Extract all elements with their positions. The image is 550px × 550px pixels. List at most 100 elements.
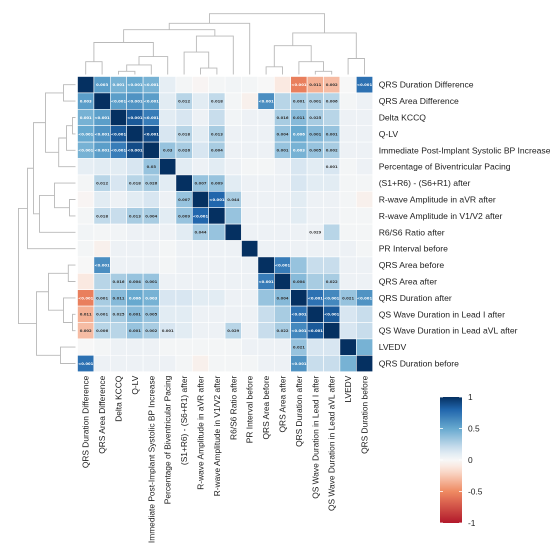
- row-label: LVEDV: [379, 342, 407, 352]
- p-value-label: <0.001: [357, 295, 373, 300]
- heatmap-cell: [273, 207, 291, 225]
- dendrogram-branch: [85, 61, 103, 75]
- heatmap-cell: [192, 125, 210, 143]
- p-value-label: 0.018: [96, 213, 108, 218]
- p-value-label: <0.001: [94, 148, 110, 153]
- heatmap-cell: [241, 354, 259, 372]
- heatmap-cell: [273, 76, 291, 94]
- heatmap-cell: [208, 289, 226, 307]
- p-value-label: 0.001: [293, 99, 305, 104]
- heatmap-cell: [257, 125, 275, 143]
- heatmap-cell: [355, 109, 373, 127]
- heatmap-cell: [93, 240, 111, 258]
- dendrogram-branch: [58, 137, 76, 168]
- column-label: R-wave Amplitude in aVR after: [196, 375, 206, 489]
- row-label: R6/S6 Ratio after: [379, 227, 445, 237]
- heatmap-cell: [241, 272, 259, 290]
- p-value-label: 0.009: [211, 181, 223, 186]
- p-value-label: 0.003: [145, 295, 157, 300]
- p-value-label: <0.001: [357, 82, 373, 87]
- heatmap-cell: [257, 174, 275, 192]
- heatmap-cell: [77, 207, 95, 225]
- p-value-label: 0.025: [112, 312, 124, 317]
- heatmap-cell: [159, 174, 177, 192]
- column-label: QRS Area after: [278, 375, 288, 432]
- heatmap-cell: [323, 256, 341, 274]
- heatmap-cell: [93, 158, 111, 176]
- heatmap-cell: [224, 158, 242, 176]
- p-value-label: <0.001: [111, 148, 127, 153]
- heatmap-cell: [323, 109, 341, 127]
- heatmap-cell: [93, 272, 111, 290]
- heatmap-cell: [339, 191, 357, 209]
- heatmap-cell: [306, 207, 324, 225]
- heatmap-cell: [159, 92, 177, 110]
- heatmap-cell: [126, 240, 144, 258]
- heatmap-cell: [208, 223, 226, 241]
- heatmap-cell: [159, 109, 177, 127]
- heatmap-cell: [355, 354, 373, 372]
- p-value-label: 0.011: [309, 82, 321, 87]
- heatmap-cell: [159, 223, 177, 241]
- top-dendrogram: [85, 13, 365, 75]
- column-label: QRS Area before: [261, 375, 271, 439]
- heatmap-cell: [224, 256, 242, 274]
- heatmap-cell: [273, 92, 291, 110]
- heatmap-cell: [110, 354, 128, 372]
- heatmap-cell: [126, 256, 144, 274]
- heatmap-cell: [323, 174, 341, 192]
- heatmap-cell: [77, 223, 95, 241]
- heatmap-cell: [273, 338, 291, 356]
- heatmap-cell: [290, 289, 308, 307]
- p-value-label: 0.001: [326, 164, 338, 169]
- heatmap-cell: [110, 174, 128, 192]
- dendrogram-branch: [72, 313, 76, 332]
- p-value-label: 0.022: [276, 328, 288, 333]
- heatmap-cell: [257, 109, 275, 127]
- heatmap-cell: [192, 191, 210, 209]
- heatmap-cell: [126, 158, 144, 176]
- p-value-label: 0.018: [129, 181, 141, 186]
- heatmap-cell: [126, 354, 144, 372]
- heatmap-cell: [192, 158, 210, 176]
- p-value-label: 0.03: [163, 148, 173, 153]
- p-value-labels: 0.003 0.001 <0.001 <0.001 <0.001 0.011 0.002 <0…: [78, 82, 372, 366]
- heatmap-cell: [192, 256, 210, 274]
- heatmap-cell: [339, 174, 357, 192]
- heatmap-cell: [355, 141, 373, 159]
- heatmap-cells: [77, 76, 373, 372]
- heatmap-cell: [355, 338, 373, 356]
- heatmap-cell: [257, 305, 275, 323]
- p-value-label: <0.001: [144, 131, 160, 136]
- row-label: PR Interval before: [379, 244, 448, 254]
- column-label: QRS Duration before: [360, 375, 370, 454]
- column-label: Percentage of Biventricular Pacing: [163, 375, 173, 504]
- dendrogram-branch: [93, 42, 154, 62]
- p-value-label: 0.001: [80, 115, 92, 120]
- heatmap-cell: [175, 338, 193, 356]
- heatmap-cell: [339, 76, 357, 94]
- p-value-label: 0.013: [129, 213, 141, 218]
- p-value-label: <0.001: [193, 213, 209, 218]
- heatmap-cell: [257, 256, 275, 274]
- p-value-label: <0.001: [324, 312, 340, 317]
- heatmap-cell: [224, 76, 242, 94]
- heatmap-cell: [355, 256, 373, 274]
- p-value-label: 0.002: [145, 328, 157, 333]
- p-value-label: 0.026: [178, 148, 190, 153]
- column-label: QRS Duration after: [294, 375, 304, 446]
- heatmap-cell: [257, 158, 275, 176]
- heatmap-cell: [273, 305, 291, 323]
- dendrogram-branch: [209, 13, 325, 33]
- heatmap-cell: [257, 207, 275, 225]
- heatmap-cell: [355, 223, 373, 241]
- p-value-label: 0.029: [227, 328, 239, 333]
- legend-tick-label: -0.5: [468, 487, 483, 497]
- p-value-label: <0.001: [291, 328, 307, 333]
- dendrogram-branch: [138, 56, 169, 75]
- heatmap-cell: [224, 240, 242, 258]
- heatmap-cell: [175, 109, 193, 127]
- heatmap-cell: [306, 272, 324, 290]
- color-legend: 1 0.5 0 -0.5 -1: [440, 392, 483, 528]
